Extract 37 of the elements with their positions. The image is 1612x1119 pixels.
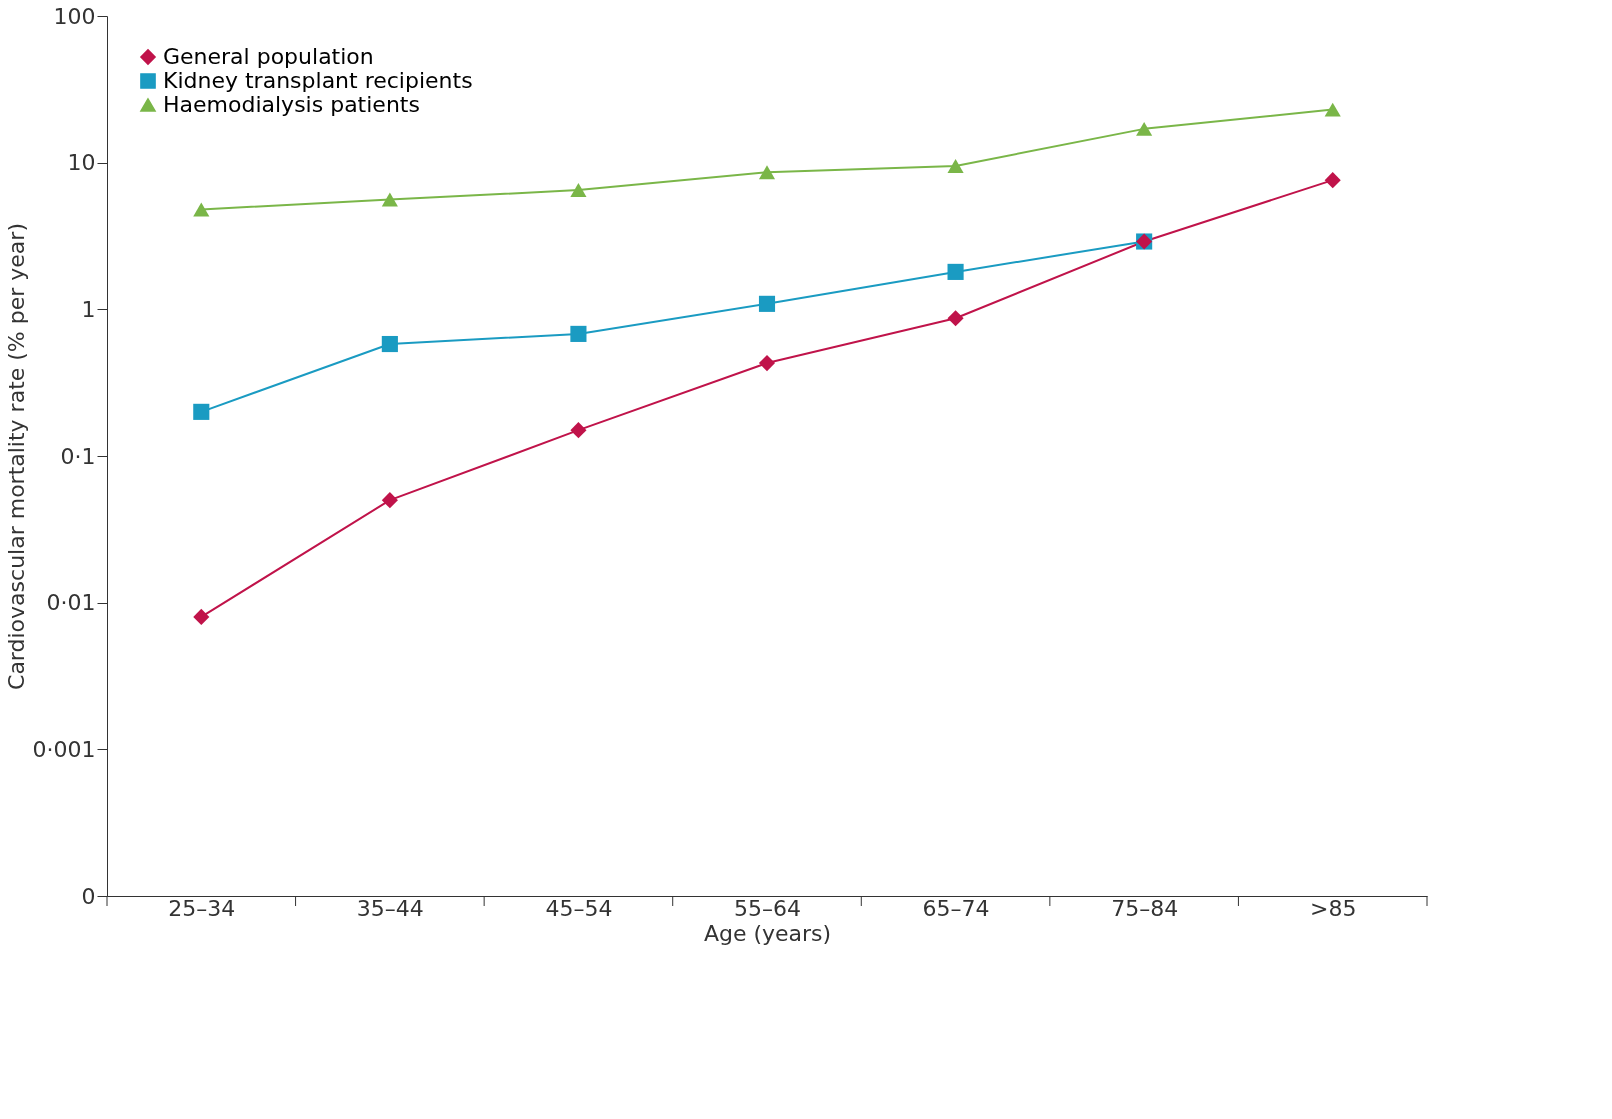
y-tick-label: 0·01 — [46, 590, 96, 616]
point — [1324, 102, 1341, 117]
point — [193, 403, 210, 420]
y-tick-label: 0·001 — [32, 736, 96, 762]
x-tick-label: 35–44 — [356, 895, 424, 921]
point — [570, 325, 587, 342]
point — [570, 183, 587, 198]
point — [947, 263, 964, 280]
y-tick-label: 10 — [67, 150, 96, 176]
point — [758, 295, 776, 312]
x-tick-label: 25–34 — [168, 895, 236, 921]
x-tick-label: >85 — [1310, 895, 1357, 921]
y-tick-label: 0 — [81, 883, 96, 909]
point — [758, 165, 776, 180]
y-tick-label: 1 — [81, 296, 96, 322]
y-tick-label: 100 — [53, 3, 96, 29]
x-tick-label: 75–84 — [1111, 895, 1179, 921]
point — [570, 422, 587, 439]
point — [947, 158, 964, 173]
x-tick-label: 55–64 — [734, 895, 801, 921]
x-tick-label: 45–54 — [545, 895, 613, 921]
point — [193, 608, 210, 625]
point — [381, 335, 398, 353]
legend-label: General population — [163, 44, 374, 69]
legend-label: Haemodialysis patients — [163, 92, 420, 117]
x-tick-label: 65–74 — [922, 895, 990, 921]
point — [758, 355, 776, 372]
point — [947, 310, 964, 327]
point — [381, 192, 398, 207]
x-axis-title: Age (years) — [703, 920, 832, 946]
point — [1324, 172, 1341, 189]
point — [381, 492, 398, 509]
point — [1136, 121, 1153, 136]
legend-label: Kidney transplant recipients — [163, 68, 473, 93]
point — [193, 202, 210, 217]
y-tick-label: 0·1 — [60, 443, 96, 469]
y-axis-title: Cardiovascular mortality rate (% per year) — [3, 223, 29, 690]
